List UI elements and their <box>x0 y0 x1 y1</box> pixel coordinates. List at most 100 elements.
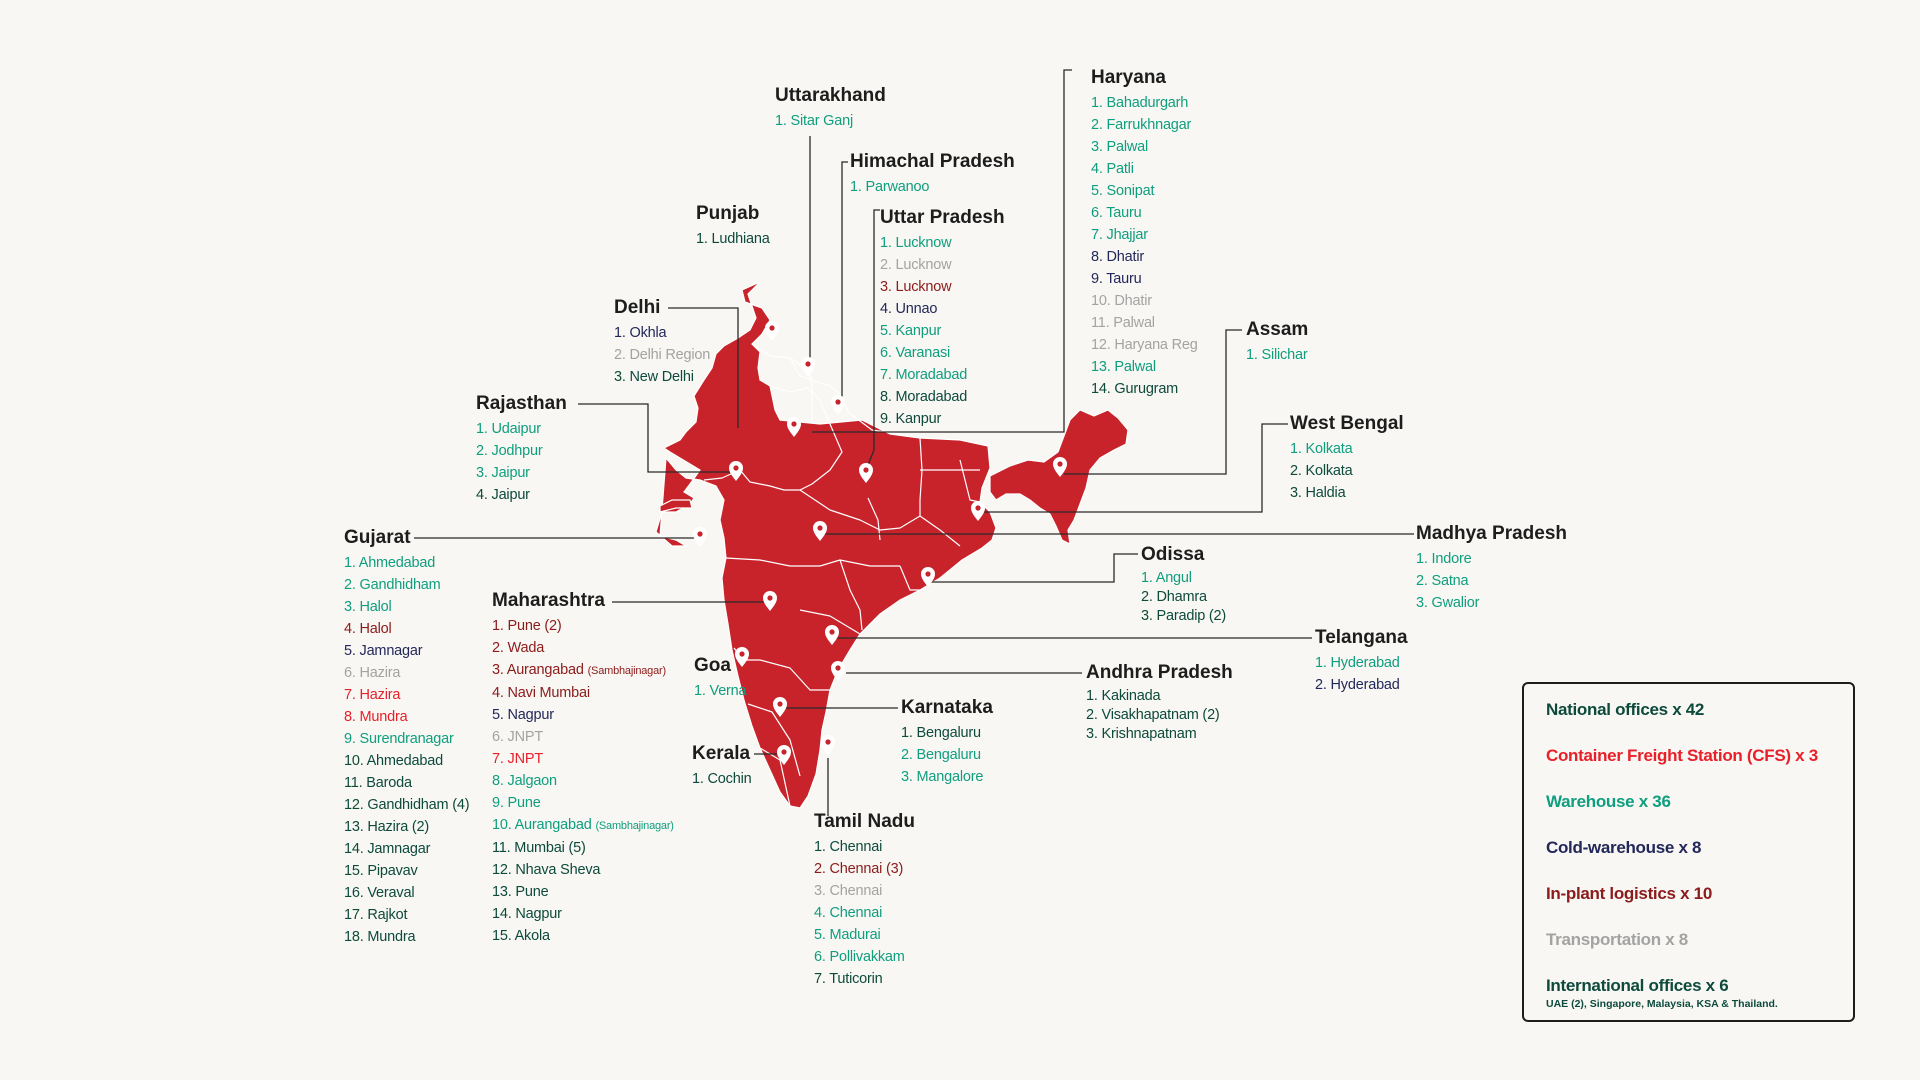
location-item: 6. Varanasi <box>880 342 1005 364</box>
location-item: 7. Hazira <box>344 684 469 706</box>
location-item: 1. Lucknow <box>880 232 1005 254</box>
location-label: 2. Gandhidham <box>344 577 441 593</box>
location-label: 8. Mundra <box>344 709 408 725</box>
location-label: 5. Jamnagar <box>344 643 423 659</box>
location-item: 8. Mundra <box>344 706 469 728</box>
north-east-region <box>989 409 1129 546</box>
location-label: 2. Farrukhnagar <box>1091 117 1192 133</box>
location-item: 1. Parwanoo <box>850 176 1015 198</box>
state-title: Goa <box>694 655 731 676</box>
location-label: 4. Halol <box>344 621 392 637</box>
location-item: 6. JNPT <box>492 726 674 748</box>
location-item: 10. Dhatir <box>1091 290 1198 312</box>
location-item: 12. Haryana Reg <box>1091 334 1198 356</box>
location-label: 11. Mumbai (5) <box>492 840 586 856</box>
location-label: 5. Madurai <box>814 927 881 943</box>
location-label: 14. Jamnagar <box>344 841 431 857</box>
location-label: 5. Sonipat <box>1091 183 1155 199</box>
location-item: 1. Kakinada <box>1086 687 1233 706</box>
state-block-himachal-pradesh: Himachal Pradesh 1. Parwanoo <box>850 150 1015 198</box>
location-item: 1. Bengaluru <box>901 722 993 744</box>
location-item: 15. Akola <box>492 925 674 947</box>
location-item: 9. Tauru <box>1091 268 1198 290</box>
location-label: 2. Dhamra <box>1141 589 1207 605</box>
location-item: 3. Krishnapatnam <box>1086 725 1233 744</box>
location-label: 7. Tuticorin <box>814 971 883 987</box>
location-label: 13. Palwal <box>1091 359 1156 375</box>
state-title: Haryana <box>1091 67 1166 88</box>
location-item: 7. Jhajjar <box>1091 224 1198 246</box>
location-label: 6. Varanasi <box>880 345 951 361</box>
location-item: 14. Nagpur <box>492 903 674 925</box>
location-label: 12. Haryana Reg <box>1091 337 1198 353</box>
location-item: 3. Paradip (2) <box>1141 607 1226 626</box>
location-label: 3. Halol <box>344 599 392 615</box>
location-item: 6. Hazira <box>344 662 469 684</box>
location-label: 2. Bengaluru <box>901 747 981 763</box>
location-label: 13. Pune <box>492 884 549 900</box>
location-label: 8. Dhatir <box>1091 249 1144 265</box>
location-label: 7. Hazira <box>344 687 401 703</box>
location-item: 6. Tauru <box>1091 202 1198 224</box>
location-label: 15. Akola <box>492 928 550 944</box>
location-label: 10. Aurangabad <box>492 817 592 833</box>
leader-assam <box>1064 329 1242 475</box>
legend-international-note: UAE (2), Singapore, Malaysia, KSA & Thai… <box>1546 998 1778 1010</box>
leader-odissa <box>928 553 1138 583</box>
location-item: 9. Surendranagar <box>344 728 469 750</box>
legend-international-offices: International offices x 6 <box>1546 976 1729 995</box>
location-item: 3. Palwal <box>1091 136 1198 158</box>
state-block-punjab: Punjab 1. Ludhiana <box>696 202 770 250</box>
location-item: 4. Jaipur <box>476 484 567 506</box>
location-label: 8. Moradabad <box>880 389 968 405</box>
legend-box: National offices x 42 Container Freight … <box>1522 682 1855 1022</box>
location-item: 2. Chennai (3) <box>814 858 915 880</box>
state-title: West Bengal <box>1290 413 1404 434</box>
location-item: 3. Aurangabad (Sambhajinagar) <box>492 659 674 682</box>
location-label: 1. Kolkata <box>1290 441 1353 457</box>
location-label: 5. Kanpur <box>880 323 942 339</box>
location-item: 8. Dhatir <box>1091 246 1198 268</box>
state-block-assam: Assam 1. Silichar <box>1246 318 1308 366</box>
location-item: 13. Hazira (2) <box>344 816 469 838</box>
location-label: 1. Lucknow <box>880 235 952 251</box>
state-title: Rajasthan <box>476 393 567 414</box>
india-silhouette <box>655 281 1129 809</box>
state-title: Tamil Nadu <box>814 811 915 832</box>
state-title: Assam <box>1246 319 1309 340</box>
location-item: 4. Navi Mumbai <box>492 682 674 704</box>
location-pin-icon <box>825 625 839 645</box>
state-block-delhi: Delhi 1. Okhla 2. Delhi Region 3. New Delh… <box>614 296 710 388</box>
leader-haryana <box>812 69 1072 433</box>
location-label: 11. Baroda <box>344 775 412 791</box>
location-item: 18. Mundra <box>344 926 469 948</box>
location-label: 4. Patli <box>1091 161 1134 177</box>
location-label: 1. Indore <box>1416 551 1472 567</box>
location-pin-icon <box>777 745 791 765</box>
location-label: 1. Ahmedabad <box>344 555 436 571</box>
location-item: 1. Hyderabad <box>1315 652 1408 674</box>
location-item: 13. Palwal <box>1091 356 1198 378</box>
location-label: 15. Pipavav <box>344 863 418 879</box>
location-label: 4. Chennai <box>814 905 883 921</box>
location-pins <box>693 321 1067 765</box>
location-pin-icon <box>831 395 845 415</box>
location-item: 1. Pune (2) <box>492 615 674 637</box>
location-item: 7. Tuticorin <box>814 968 915 990</box>
state-block-andhra-pradesh: Andhra Pradesh 1. Kakinada 2. Visakhapatn… <box>1086 661 1233 744</box>
location-label: 10. Ahmedabad <box>344 753 443 769</box>
location-label: 2. Delhi Region <box>614 347 711 363</box>
location-item: 2. Lucknow <box>880 254 1005 276</box>
location-label: 2. Hyderabad <box>1315 677 1400 693</box>
location-label: 6. Tauru <box>1091 205 1142 221</box>
state-title: Karnataka <box>901 697 993 718</box>
location-item: 3. Chennai <box>814 880 915 902</box>
location-item: 4. Halol <box>344 618 469 640</box>
location-item: 3. New Delhi <box>614 366 710 388</box>
location-pin-icon <box>1053 457 1067 477</box>
location-pin-icon <box>821 735 835 755</box>
location-item: 3. Jaipur <box>476 462 567 484</box>
location-item: 2. Wada <box>492 637 674 659</box>
location-label: 1. Okhla <box>614 325 667 341</box>
location-item: 17. Rajkot <box>344 904 469 926</box>
